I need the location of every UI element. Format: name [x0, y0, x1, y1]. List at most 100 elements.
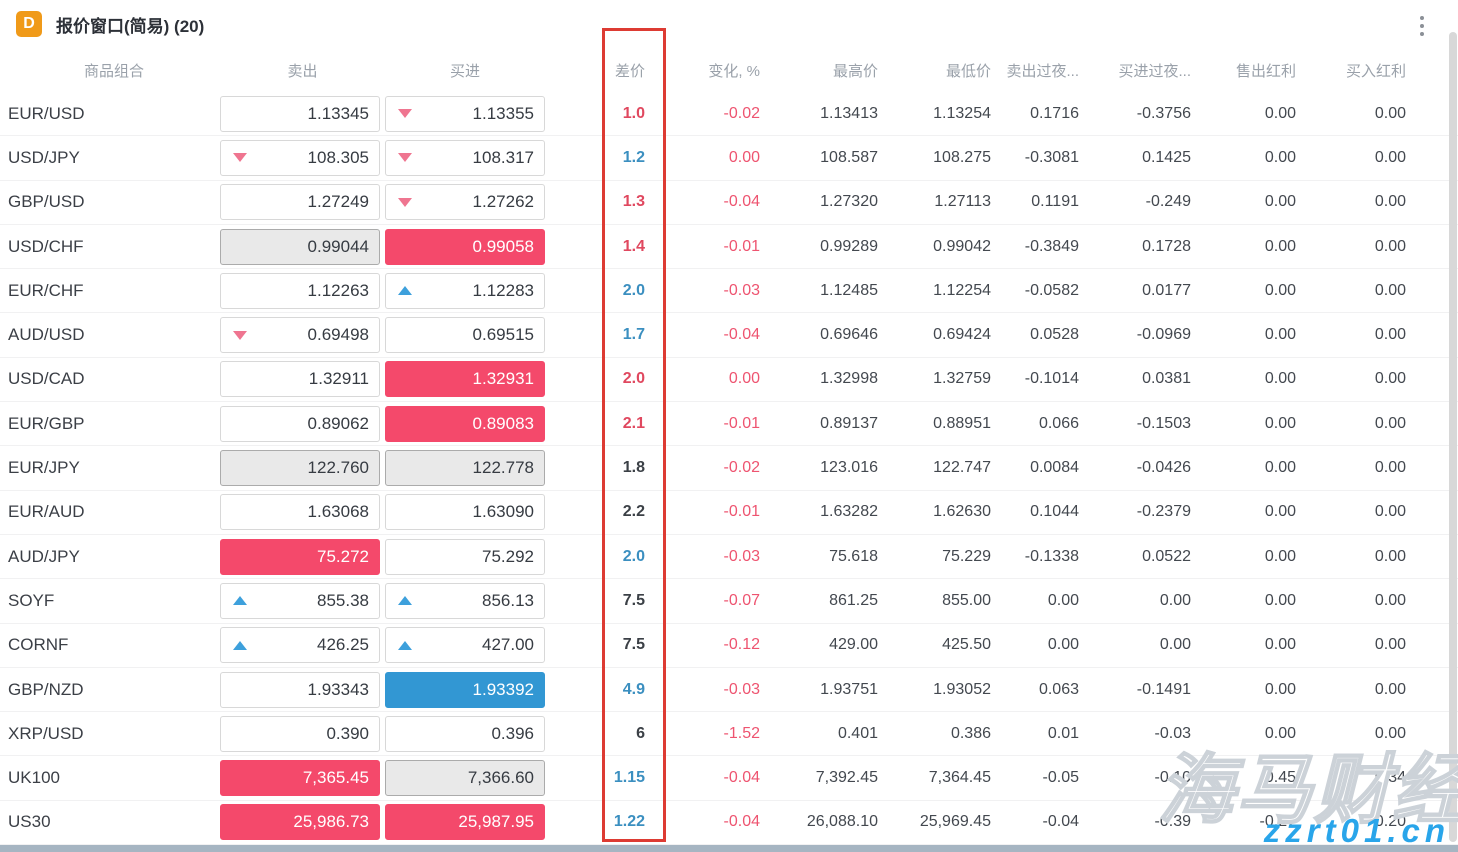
column-header-high[interactable]: 最高价	[832, 62, 878, 80]
sell-price-button[interactable]: 0.69498	[220, 317, 380, 354]
arrow-up-icon	[233, 640, 247, 650]
low-price: 1.27113	[934, 193, 991, 211]
sell-price-button[interactable]: 426.25	[220, 627, 380, 664]
sell-price-button[interactable]: 1.27249	[220, 184, 380, 221]
quote-row-usdcad[interactable]: USD/CAD 1.32911 1.32931 2.0 0.00 1.32998 1.327…	[0, 357, 1458, 403]
change-percent: -0.04	[723, 193, 760, 211]
sell-price-button[interactable]: 0.89062	[220, 405, 380, 442]
buy-price-button[interactable]: 0.396	[385, 715, 545, 752]
column-header-sell_overnight[interactable]: 卖出过夜...	[1006, 62, 1079, 80]
price-value: 122.778	[472, 458, 534, 478]
quote-row-gbpnzd[interactable]: GBP/NZD 1.93343 1.93392 4.9 -0.03 1.93751 1.93…	[0, 667, 1458, 713]
column-header-sell_dividend[interactable]: 售出红利	[1235, 62, 1296, 80]
change-percent: -0.12	[723, 636, 760, 654]
buy-price-button[interactable]: 122.778	[385, 450, 545, 487]
sell-price-button[interactable]: 7,365.45	[220, 760, 380, 797]
instrument-name: USD/JPY	[8, 147, 80, 167]
low-price: 855.00	[942, 591, 991, 609]
column-header-low[interactable]: 最低价	[945, 62, 991, 80]
table-header-row: 商品组合 卖出 买进 差价 变化, % 最高价 最低价 卖出过夜... 买进过夜... 售出红利 买…	[0, 48, 1458, 92]
quote-row-usdjpy[interactable]: USD/JPY 108.305 108.317 1.2 0.00 108.587 108.2…	[0, 136, 1458, 181]
buy-price-button[interactable]: 0.69515	[385, 317, 545, 354]
high-price: 429.00	[829, 636, 878, 654]
buy-dividend: 0.00	[1374, 459, 1406, 477]
high-price: 0.69646	[820, 326, 878, 344]
quote-row-gbpusd[interactable]: GBP/USD 1.27249 1.27262 1.3 -0.04 1.27320 1.27…	[0, 180, 1458, 225]
instrument-name: AUD/JPY	[8, 546, 80, 566]
price-value: 1.32911	[308, 369, 369, 389]
quote-row-us30[interactable]: US30 25,986.73 25,987.95 1.22 -0.04 26,088.10…	[0, 800, 1458, 846]
buy-price-button-cell: 856.13	[385, 579, 545, 622]
sell-price-button[interactable]: 75.272	[220, 538, 380, 575]
quote-row-uk100[interactable]: UK100 7,365.45 7,366.60 1.15 -0.04 7,392.45 7,…	[0, 756, 1458, 801]
buy-price-button-cell: 0.69515	[385, 313, 545, 356]
scrollbar[interactable]	[1449, 32, 1457, 842]
instrument-name: USD/CAD	[8, 369, 85, 389]
sell-price-button[interactable]: 1.13345	[220, 95, 380, 132]
buy-price-button[interactable]: 1.12283	[385, 272, 545, 309]
quote-row-eurchf[interactable]: EUR/CHF 1.12263 1.12283 2.0 -0.03 1.12485 1.12…	[0, 269, 1458, 314]
quote-row-soyf[interactable]: SOYF 855.38 856.13 7.5 -0.07 861.25 855.00 0.00…	[0, 579, 1458, 624]
buy-price-button[interactable]: 0.89083	[385, 405, 545, 442]
quote-row-audusd[interactable]: AUD/USD 0.69498 0.69515 1.7 -0.04 0.69646 0.69…	[0, 313, 1458, 358]
buy-price-button-cell: 1.12283	[385, 269, 545, 312]
buy-price-button[interactable]: 108.317	[385, 139, 545, 176]
sell-price-button[interactable]: 855.38	[220, 582, 380, 619]
spread-value: 2.0	[622, 547, 645, 565]
buy-price-button[interactable]: 0.99058	[385, 228, 545, 265]
buy-price-button[interactable]: 1.13355	[385, 95, 545, 132]
quote-row-xrpusd[interactable]: XRP/USD 0.390 0.396 6 -1.52 0.401 0.386 0.01 -0.…	[0, 712, 1458, 757]
buy-price-button[interactable]: 856.13	[385, 582, 545, 619]
quote-row-cornf[interactable]: CORNF 426.25 427.00 7.5 -0.12 429.00 425.50 0.0…	[0, 623, 1458, 668]
buy-price-button-cell: 75.292	[385, 535, 545, 578]
buy-dividend: 0.00	[1374, 281, 1406, 299]
price-value: 7,365.45	[302, 768, 369, 788]
column-header-buy_dividend[interactable]: 买入红利	[1345, 62, 1406, 80]
instrument-name: EUR/GBP	[8, 413, 85, 433]
instrument-name: EUR/USD	[8, 103, 85, 123]
column-header-name[interactable]: 商品组合	[83, 62, 144, 80]
quote-row-euraud[interactable]: EUR/AUD 1.63068 1.63090 2.2 -0.01 1.63282 1.62…	[0, 490, 1458, 535]
sell-price-button[interactable]: 25,986.73	[220, 804, 380, 841]
arrow-up-icon	[233, 596, 247, 606]
buy-price-button[interactable]: 25,987.95	[385, 804, 545, 841]
sell-overnight-fee: 0.0084	[1030, 459, 1079, 477]
price-value: 108.317	[472, 147, 534, 167]
column-header-buy[interactable]: 买进	[449, 62, 480, 80]
buy-price-button[interactable]: 1.63090	[385, 494, 545, 531]
sell-price-button[interactable]: 1.63068	[220, 494, 380, 531]
high-price: 75.618	[829, 547, 878, 565]
buy-dividend: 0.00	[1374, 591, 1406, 609]
column-header-change[interactable]: 变化, %	[708, 62, 760, 80]
low-price: 7,364.45	[928, 769, 991, 787]
quote-row-eurgbp[interactable]: EUR/GBP 0.89062 0.89083 2.1 -0.01 0.89137 0.88…	[0, 402, 1458, 447]
buy-price-button[interactable]: 75.292	[385, 538, 545, 575]
sell-price-button[interactable]: 1.12263	[220, 272, 380, 309]
price-value: 122.760	[307, 458, 369, 478]
buy-price-button[interactable]: 1.32931	[385, 361, 545, 398]
column-header-buy_overnight[interactable]: 买进过夜...	[1118, 62, 1191, 80]
sell-price-button[interactable]: 122.760	[220, 450, 380, 487]
column-header-spread[interactable]: 差价	[614, 62, 645, 80]
sell-dividend: 0.00	[1264, 591, 1296, 609]
sell-price-button-cell: 122.760	[220, 446, 385, 489]
quote-row-usdchf[interactable]: USD/CHF 0.99044 0.99058 1.4 -0.01 0.99289 0.99…	[0, 224, 1458, 270]
sell-price-button[interactable]: 0.99044	[220, 228, 380, 265]
low-price: 25,969.45	[919, 813, 991, 831]
quote-row-eurjpy[interactable]: EUR/JPY 122.760 122.778 1.8 -0.02 123.016 122.…	[0, 446, 1458, 491]
buy-price-button[interactable]: 1.93392	[385, 671, 545, 708]
buy-price-button[interactable]: 7,366.60	[385, 760, 545, 797]
sell-dividend: 0.00	[1264, 636, 1296, 654]
quote-row-audjpy[interactable]: AUD/JPY 75.272 75.292 2.0 -0.03 75.618 75.229 -…	[0, 534, 1458, 580]
column-header-sell[interactable]: 卖出	[287, 62, 318, 80]
sell-price-button[interactable]: 1.93343	[220, 671, 380, 708]
buy-price-button[interactable]: 427.00	[385, 627, 545, 664]
quote-row-eurusd[interactable]: EUR/USD 1.13345 1.13355 1.0 -0.02 1.13413 1.13…	[0, 92, 1458, 137]
sell-dividend: 0.00	[1264, 414, 1296, 432]
sell-price-button[interactable]: 1.32911	[220, 361, 380, 398]
sell-price-button[interactable]: 0.390	[220, 715, 380, 752]
sell-price-button[interactable]: 108.305	[220, 139, 380, 176]
more-menu-icon[interactable]	[1416, 12, 1428, 40]
buy-price-button[interactable]: 1.27262	[385, 184, 545, 221]
buy-overnight-fee: -0.1503	[1136, 414, 1191, 432]
